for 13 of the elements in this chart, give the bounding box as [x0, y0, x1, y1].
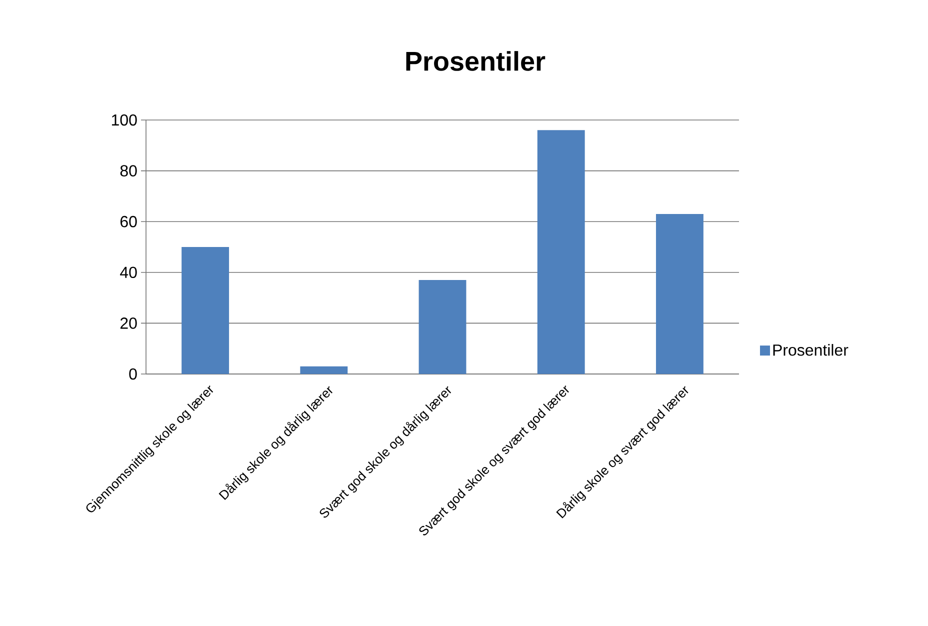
- bar: [182, 247, 230, 374]
- chart-title: Prosentiler: [406, 51, 546, 71]
- y-tick-label: 20: [120, 318, 137, 329]
- bar: [656, 214, 704, 374]
- y-tick-label: 80: [120, 165, 137, 176]
- y-tick-label: 40: [120, 266, 137, 278]
- bar: [300, 366, 348, 374]
- y-tick-label: 60: [120, 216, 137, 228]
- bar: [537, 130, 585, 374]
- legend-label: Prosentiler: [773, 344, 848, 356]
- y-tick-label: 100: [112, 114, 137, 126]
- bar: [418, 280, 466, 374]
- y-tick-label: 0: [129, 368, 137, 380]
